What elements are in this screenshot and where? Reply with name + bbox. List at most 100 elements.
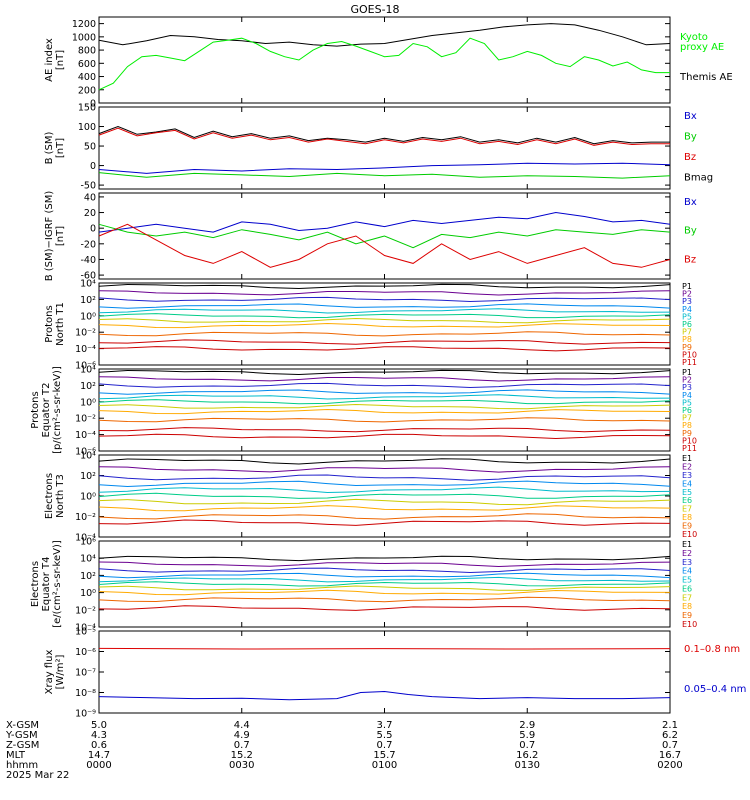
ytick-label-pn-0: 10⁴ xyxy=(80,279,96,290)
legend-b-0: Bx xyxy=(684,111,697,122)
ytick-label-pn-5: 10⁻⁶ xyxy=(75,361,96,372)
legend-pe-1: P2 xyxy=(682,376,692,385)
ytick-label-ee-3: 10⁰ xyxy=(80,588,96,599)
series-pn-P2 xyxy=(98,290,671,296)
xaxis-date: 2025 Mar 22 xyxy=(6,770,69,781)
series-b-0 xyxy=(98,125,670,145)
ytick-label-ae-0: 0 xyxy=(90,99,96,110)
xaxis-row-label-0: X-GSM xyxy=(6,720,39,731)
legend-ee-3: E4 xyxy=(682,567,692,576)
panel-frame-ee xyxy=(98,540,671,628)
legend-ae-2: Themis AE xyxy=(679,72,733,83)
legend-pn-7: P8 xyxy=(682,335,692,344)
legend-pn-6: P7 xyxy=(682,328,692,337)
xaxis-value-1-1: 4.9 xyxy=(234,730,250,741)
xaxis-value-1-4: 6.2 xyxy=(662,730,678,741)
ytick-label-en-3: 10⁻² xyxy=(75,512,96,523)
xaxis-value-4-4: 0200 xyxy=(657,760,682,771)
ytick-label-ae-1: 200 xyxy=(78,85,96,96)
series-pn-P3 xyxy=(98,296,671,303)
legend-b-3: Bmag xyxy=(684,173,713,184)
legend-en-3: E4 xyxy=(682,479,692,488)
series-ee-E6 xyxy=(98,581,671,587)
series-ee-E10 xyxy=(98,605,671,611)
series-ee-E8 xyxy=(98,589,671,596)
xaxis-row-label-1: Y-GSM xyxy=(5,730,38,741)
ylabel-pn-1: North T1 xyxy=(55,302,66,346)
ytick-label-pn-1: 10² xyxy=(80,295,96,306)
legend-ee-7: E8 xyxy=(682,602,692,611)
ytick-label-en-1: 10² xyxy=(80,471,96,482)
legend-pe-4: P5 xyxy=(682,398,692,407)
series-pe-P9 xyxy=(98,417,671,423)
series-bd-2 xyxy=(98,223,671,268)
legend-pn-4: P5 xyxy=(682,312,692,321)
legend-en-9: E10 xyxy=(682,530,697,539)
legend-xr-1: 0.05–0.4 nm xyxy=(684,684,746,695)
legend-pn-2: P3 xyxy=(682,297,692,306)
ytick-label-bd-0: -60 xyxy=(80,271,96,282)
legend-pe-3: P4 xyxy=(682,391,692,400)
legend-ee-4: E5 xyxy=(682,576,692,585)
series-pe-P8 xyxy=(98,408,671,415)
legend-ee-2: E3 xyxy=(682,558,692,567)
legend-ee-1: E2 xyxy=(682,549,692,558)
series-en-E2 xyxy=(98,466,671,473)
ytick-label-xr-4: 10⁻⁹ xyxy=(75,709,96,720)
xaxis-value-3-3: 16.2 xyxy=(516,750,538,761)
series-pn-P7 xyxy=(98,317,671,324)
series-b-1 xyxy=(98,127,670,146)
legend-xr-0: 0.1–0.8 nm xyxy=(684,644,740,655)
legend-pe-2: P3 xyxy=(682,383,692,392)
ytick-label-xr-2: 10⁻⁷ xyxy=(75,668,96,679)
series-pe-P3 xyxy=(98,382,671,389)
ytick-label-ae-6: 1200 xyxy=(72,19,96,30)
ytick-label-xr-0: 10⁻⁵ xyxy=(75,627,96,638)
legend-ee-0: E1 xyxy=(682,540,692,549)
xaxis-value-4-2: 0100 xyxy=(372,760,397,771)
legend-pe-6: P7 xyxy=(682,414,692,423)
ytick-label-ee-0: 10⁶ xyxy=(80,537,96,548)
series-pe-P5 xyxy=(98,394,671,400)
ytick-label-pe-5: 10⁻⁶ xyxy=(75,447,96,458)
xaxis-row-label-4: hhmm xyxy=(6,760,38,771)
series-pe-P7 xyxy=(98,403,671,410)
ylabel-ee-2: [e/(cm²-s-sr-keV)] xyxy=(52,540,63,628)
ytick-label-ae-2: 400 xyxy=(78,72,96,83)
series-pe-P6 xyxy=(98,399,671,405)
legend-bd-2: Bz xyxy=(684,254,696,265)
legend-en-2: E3 xyxy=(682,471,692,480)
legend-ee-9: E10 xyxy=(682,620,697,629)
xaxis-value-0-4: 2.1 xyxy=(662,720,678,731)
xaxis-value-0-2: 3.7 xyxy=(377,720,393,731)
series-en-E6 xyxy=(98,492,671,499)
xaxis-value-1-3: 5.9 xyxy=(519,730,535,741)
legend-pn-8: P9 xyxy=(682,343,692,352)
series-pn-P8 xyxy=(98,322,671,329)
legend-en-0: E1 xyxy=(682,454,692,463)
ylabel-ae-1: [nT] xyxy=(55,50,66,70)
ytick-label-ee-2: 10² xyxy=(80,571,96,582)
series-pn-P5 xyxy=(98,308,671,314)
legend-ae-1: proxy AE xyxy=(680,42,724,53)
xaxis-value-4-1: 0030 xyxy=(229,760,254,771)
legend-en-8: E9 xyxy=(682,522,692,531)
legend-ee-5: E6 xyxy=(682,584,692,593)
legend-ee-8: E9 xyxy=(682,611,692,620)
ytick-label-b-2: 50 xyxy=(84,142,96,153)
series-en-E1 xyxy=(98,458,671,465)
ytick-label-ee-5: 10⁻⁴ xyxy=(75,623,96,634)
series-bd-0 xyxy=(98,211,671,233)
ytick-label-pe-4: 10⁻⁴ xyxy=(75,430,96,441)
series-pe-P2 xyxy=(98,376,671,382)
series-en-E7 xyxy=(98,498,671,506)
xaxis-value-3-2: 15.7 xyxy=(373,750,395,761)
series-xr-1 xyxy=(98,690,671,701)
legend-pe-10: P11 xyxy=(682,444,697,453)
ylabel-ee-0: Electrons xyxy=(30,561,41,607)
ytick-label-pe-2: 10⁰ xyxy=(80,397,96,408)
ytick-label-pe-1: 10² xyxy=(80,381,96,392)
legend-en-4: E5 xyxy=(682,488,692,497)
ytick-label-ae-5: 1000 xyxy=(72,32,96,43)
xaxis-row-label-3: MLT xyxy=(6,750,26,761)
